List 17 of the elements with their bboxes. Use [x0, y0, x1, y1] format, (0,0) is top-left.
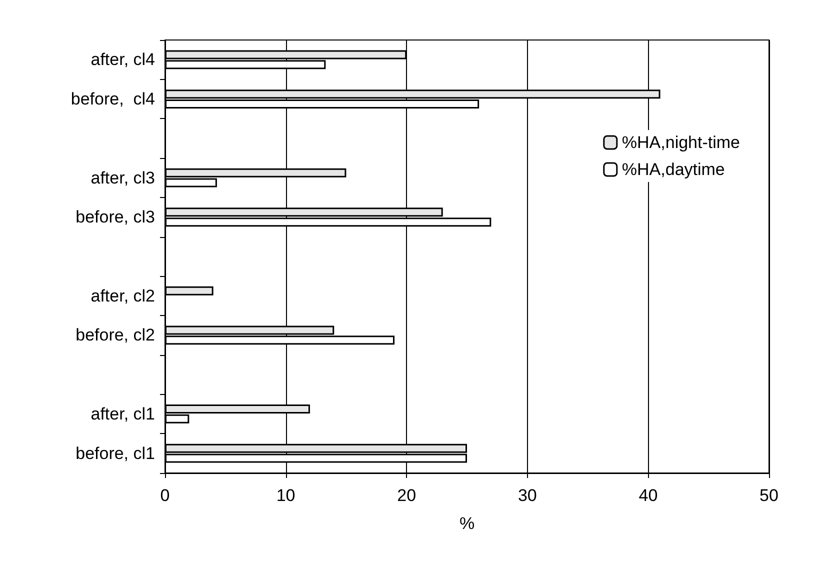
x-tick-label: 0 [160, 486, 170, 505]
x-tick-label: 50 [760, 486, 778, 505]
y-tick-label: after, cl2 [90, 286, 155, 306]
y-tick-label: after, cl1 [90, 404, 155, 424]
x-tick-label: 40 [638, 486, 658, 505]
y-tick-label: before, cl1 [76, 444, 155, 463]
y-tick-label: before, cl4 [70, 90, 155, 109]
legend-label: %HA,night-time [622, 133, 740, 152]
x-tick-label: 20 [397, 486, 416, 505]
legend-label: %HA,daytime [622, 160, 725, 179]
x-tick-label: 30 [518, 486, 537, 505]
y-tick-label: before, cl3 [76, 208, 155, 227]
x-tick-label: 10 [276, 486, 296, 505]
y-tick-label: after, cl4 [90, 50, 155, 70]
y-tick-label: before, cl2 [76, 326, 155, 345]
x-axis-title: % [459, 514, 475, 533]
y-tick-label: after, cl3 [90, 168, 155, 188]
